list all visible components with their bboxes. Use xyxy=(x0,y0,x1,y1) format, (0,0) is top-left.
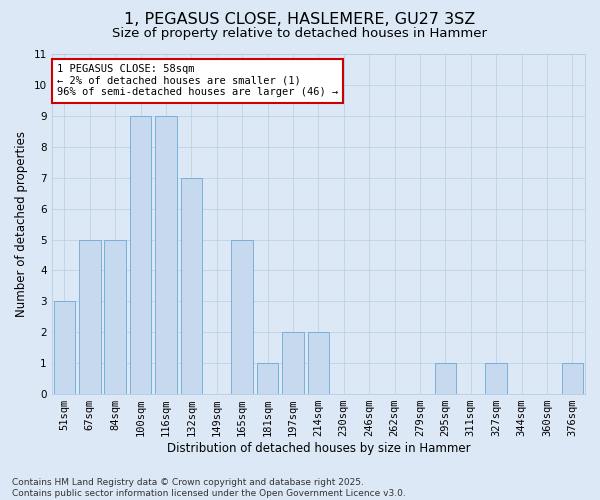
Bar xyxy=(232,240,253,394)
Text: Size of property relative to detached houses in Hammer: Size of property relative to detached ho… xyxy=(113,28,487,40)
Text: 1, PEGASUS CLOSE, HASLEMERE, GU27 3SZ: 1, PEGASUS CLOSE, HASLEMERE, GU27 3SZ xyxy=(124,12,476,28)
Bar xyxy=(308,332,329,394)
Bar xyxy=(282,332,304,394)
X-axis label: Distribution of detached houses by size in Hammer: Distribution of detached houses by size … xyxy=(167,442,470,455)
Bar xyxy=(130,116,151,394)
Bar xyxy=(485,363,507,394)
Y-axis label: Number of detached properties: Number of detached properties xyxy=(15,131,28,317)
Text: Contains HM Land Registry data © Crown copyright and database right 2025.
Contai: Contains HM Land Registry data © Crown c… xyxy=(12,478,406,498)
Bar xyxy=(257,363,278,394)
Bar xyxy=(155,116,177,394)
Bar xyxy=(104,240,126,394)
Text: 1 PEGASUS CLOSE: 58sqm
← 2% of detached houses are smaller (1)
96% of semi-detac: 1 PEGASUS CLOSE: 58sqm ← 2% of detached … xyxy=(57,64,338,98)
Bar xyxy=(53,302,75,394)
Bar xyxy=(79,240,101,394)
Bar xyxy=(562,363,583,394)
Bar xyxy=(181,178,202,394)
Bar xyxy=(434,363,456,394)
